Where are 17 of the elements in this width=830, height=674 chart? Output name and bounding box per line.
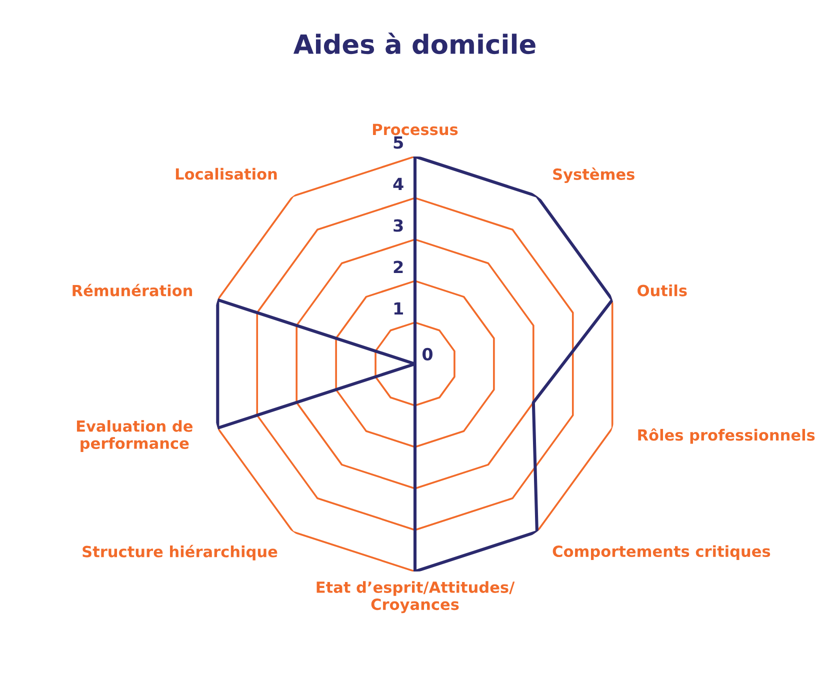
y-tick-label: 4 bbox=[393, 178, 404, 190]
y-tick-label: 0 bbox=[422, 348, 432, 360]
y-tick-label: 1 bbox=[394, 302, 403, 315]
y-tick-label: 2 bbox=[394, 260, 403, 274]
spoke-label: Rôles professionnels bbox=[638, 428, 815, 444]
spoke-label: Etat d’esprit/Attitudes/ Croyances bbox=[316, 581, 515, 614]
y-tick-label: 5 bbox=[394, 136, 403, 149]
spoke-label: Systèmes bbox=[553, 168, 634, 184]
chart-title: Aides à domicile bbox=[293, 32, 536, 54]
spoke-label: Structure hiérarchique bbox=[82, 544, 278, 560]
spoke-label: Outils bbox=[638, 284, 687, 296]
spoke-label: Evaluation de performance bbox=[76, 420, 192, 452]
spoke-label: Localisation bbox=[176, 168, 277, 180]
spoke-label: Comportements critiques bbox=[552, 545, 770, 560]
spoke-label: Rémunération bbox=[72, 284, 192, 296]
spoke-label: Processus bbox=[373, 124, 458, 136]
y-tick-label: 3 bbox=[394, 219, 403, 232]
